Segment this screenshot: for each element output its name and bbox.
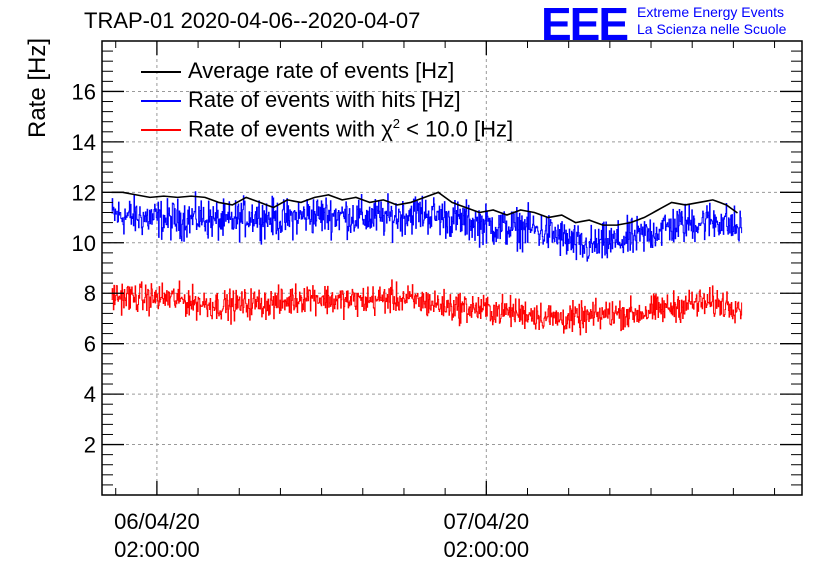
y-tick-label: 4	[84, 382, 96, 407]
x-tick-label-time: 02:00:00	[114, 537, 200, 562]
y-tick-label: 2	[84, 433, 96, 458]
y-tick-label: 14	[72, 130, 96, 155]
legend-swatch-hits	[141, 100, 181, 102]
y-axis-label: Rate [Hz]	[24, 37, 51, 138]
series-hits-line	[111, 191, 743, 262]
legend-swatch-chi2	[141, 129, 181, 131]
eee-logo: EEE	[541, 0, 629, 50]
series-group	[111, 191, 743, 336]
x-tick-label-date: 06/04/20	[114, 509, 200, 534]
grid	[102, 41, 802, 495]
y-tick-label: 10	[72, 231, 96, 256]
legend-swatch-average	[141, 71, 181, 73]
logo-caption: Extreme Energy Events La Scienza nelle S…	[637, 4, 786, 38]
series-average-line	[111, 191, 738, 226]
y-tick-label: 8	[84, 281, 96, 306]
series-chi2-line	[111, 279, 743, 336]
y-tick-label: 12	[72, 180, 96, 205]
y-tick-label: 16	[72, 79, 96, 104]
logo-caption-line2: La Scienza nelle Scuole	[637, 21, 787, 37]
chart-title: TRAP-01 2020-04-06--2020-04-07	[84, 8, 421, 33]
x-tick-label-time: 02:00:00	[443, 537, 529, 562]
legend-label-chi2: Rate of events with χ2 < 10.0 [Hz]	[188, 116, 514, 142]
legend-label-hits: Rate of events with hits [Hz]	[188, 87, 461, 112]
x-tick-label-date: 07/04/20	[443, 509, 529, 534]
logo-caption-line1: Extreme Energy Events	[637, 4, 785, 20]
y-tick-label: 6	[84, 332, 96, 357]
legend-label-average: Average rate of events [Hz]	[188, 58, 455, 83]
axes: 2 4 6 8 10 12 14 16 06/04/20 02:00:00 07/04/20 02:0…	[72, 41, 802, 562]
plot-frame	[101, 40, 803, 496]
